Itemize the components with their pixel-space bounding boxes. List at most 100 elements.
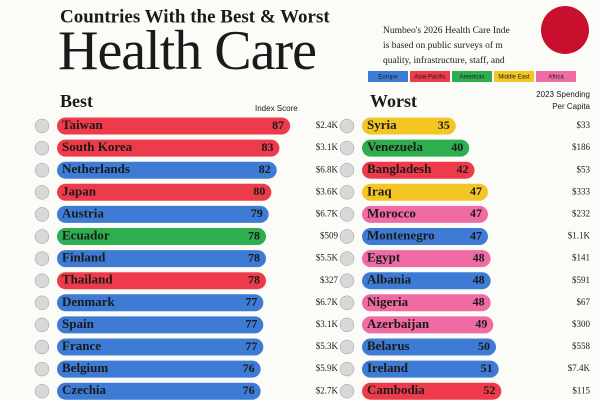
spending: $6.8K: [316, 164, 339, 174]
country-label: Albania: [367, 272, 412, 287]
value-label: 78: [248, 272, 260, 286]
flag: [34, 361, 50, 377]
country-label: Czechia: [62, 382, 107, 397]
spending: $232: [572, 208, 590, 218]
value-label: 48: [473, 272, 485, 286]
value-label: 83: [261, 140, 273, 154]
value-label: 47: [470, 184, 482, 198]
flag: [339, 140, 355, 156]
bar: [362, 360, 499, 378]
flag: [339, 229, 355, 244]
bar: [362, 205, 488, 223]
value-label: 47: [470, 228, 482, 242]
bar: [362, 272, 491, 290]
bar: [57, 205, 269, 223]
country-label: Venezuela: [367, 139, 423, 154]
bar: [362, 338, 496, 356]
country-label: Iraq: [367, 183, 392, 198]
country-label: Denmark: [62, 294, 115, 309]
legend-swatch: [494, 71, 534, 82]
spending: $558: [572, 341, 591, 351]
flag: [34, 339, 50, 355]
spending: $5.9K: [316, 363, 339, 373]
spending: $67: [577, 297, 591, 307]
country-label: Austria: [62, 205, 104, 220]
flag: [339, 118, 355, 134]
legend-label: Asia-Pacific: [414, 75, 445, 81]
spending-label: 2023 Spending: [536, 90, 590, 99]
bar: [57, 338, 264, 356]
bar: [362, 228, 488, 245]
value-label: 77: [245, 295, 257, 309]
flag: [34, 162, 50, 178]
section-title: Worst: [370, 91, 417, 111]
country-label: Taiwan: [62, 117, 103, 132]
country-label: Egypt: [367, 250, 401, 265]
country-label: Thailand: [62, 272, 113, 287]
value-label: 82: [259, 162, 271, 176]
legend-swatch: [410, 71, 450, 82]
spending: $3.1K: [316, 319, 339, 329]
spending: $333: [572, 186, 591, 196]
country-label: Spain: [62, 316, 95, 331]
bar: [362, 382, 502, 400]
flag: [34, 317, 50, 333]
big-title: Health Care: [58, 20, 316, 82]
spending: $53: [577, 164, 591, 174]
bar: [362, 139, 470, 157]
bar: [57, 382, 261, 400]
value-label: 87: [272, 118, 284, 132]
flag: [339, 317, 355, 333]
legend-label: Middle East: [498, 75, 530, 81]
value-label: 50: [478, 339, 490, 353]
spending: $141: [572, 253, 590, 263]
spending: $186: [572, 142, 591, 152]
spending: $7.4K: [568, 363, 591, 373]
value-label: 42: [457, 162, 469, 176]
spending: $115: [572, 385, 590, 395]
bar: [57, 316, 264, 334]
value-label: 49: [475, 317, 487, 331]
watermark: [541, 6, 589, 54]
flag: [339, 383, 355, 399]
bar: [362, 294, 491, 312]
spending: $6.7K: [316, 297, 339, 307]
flag: [339, 361, 355, 377]
flag: [34, 140, 50, 156]
score-label: Index Score: [255, 104, 298, 113]
value-label: 78: [248, 250, 260, 264]
note: quality, infrastructure, staff, and: [383, 55, 505, 66]
bar: [362, 161, 475, 179]
value-label: 51: [481, 361, 493, 375]
country-label: Ireland: [367, 360, 409, 375]
spending: $33: [577, 120, 591, 130]
note: is based on public surveys of m: [383, 40, 503, 51]
legend-label: Americas: [459, 75, 484, 81]
bar: [57, 228, 267, 245]
country-label: Belarus: [367, 338, 410, 353]
value-label: 52: [483, 383, 495, 397]
value-label: 35: [438, 118, 450, 132]
spending: $327: [320, 275, 339, 285]
legend-swatch: [452, 71, 492, 82]
section-title: Best: [60, 91, 93, 111]
spending: $509: [320, 231, 339, 241]
spending: $5.3K: [316, 341, 339, 351]
legend-label: Europe: [378, 75, 398, 81]
value-label: 77: [245, 339, 257, 353]
flag: [339, 251, 355, 266]
country-label: Netherlands: [62, 161, 130, 176]
country-label: Syria: [367, 117, 397, 132]
bar: [362, 316, 494, 334]
spending: $6.7K: [316, 208, 339, 218]
bar: [57, 360, 261, 378]
flag: [34, 118, 50, 134]
spending: $1.1K: [568, 231, 591, 241]
flag: [339, 207, 355, 222]
country-label: Morocco: [367, 205, 416, 220]
flag: [339, 185, 355, 200]
flag: [339, 339, 355, 355]
bar: [57, 183, 272, 201]
value-label: 79: [251, 206, 263, 220]
country-label: Bangladesh: [367, 161, 432, 176]
